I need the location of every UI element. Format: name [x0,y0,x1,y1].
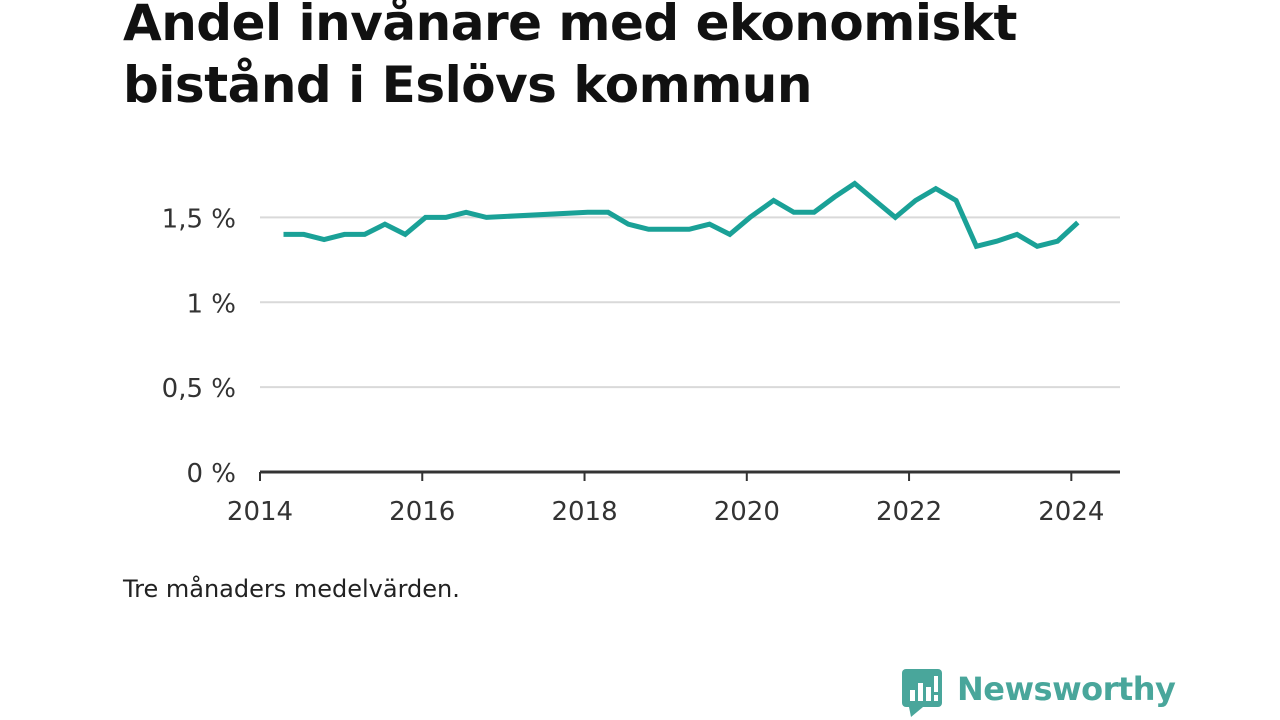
newsworthy-logo-icon [902,669,942,717]
y-tick-label: 1 % [186,289,236,319]
series-layer [283,180,1080,250]
x-axis [259,470,1120,481]
y-tick-label: 0 % [186,459,236,489]
x-tick-label: 2024 [1038,497,1104,527]
y-axis-tick-labels: 0 % 0,5 % 1 % 1,5 % [162,204,236,489]
chart-title: Andel invånare med ekonomiskt bistånd i … [123,0,1017,114]
x-tick-label: 2020 [714,497,780,527]
y-tick-label: 1,5 % [162,204,236,234]
gridlines [260,216,1120,389]
x-tick-label: 2022 [876,497,942,527]
x-tick-label: 2016 [389,497,455,527]
x-tick-label: 2014 [227,497,293,527]
series-line [283,180,1080,250]
brand-name: Newsworthy [957,670,1176,708]
x-axis-tick-labels: 2014 2016 2018 2020 2022 2024 [227,497,1104,527]
y-tick-label: 0,5 % [162,374,236,404]
x-tick-label: 2018 [551,497,617,527]
chart-footnote: Tre månaders medelvärden. [123,575,460,603]
brand-logo: Newsworthy [901,668,1176,720]
